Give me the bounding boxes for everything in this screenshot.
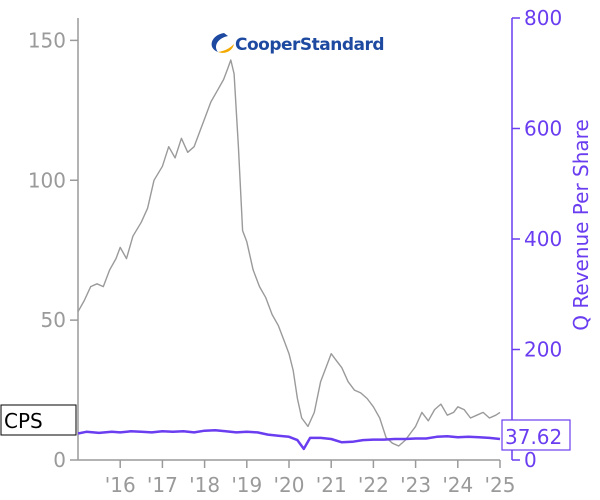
logo-swoosh-accent — [218, 44, 234, 53]
x-axis-tick-label: '17 — [147, 473, 178, 497]
x-axis-tick-label: '21 — [316, 473, 347, 497]
ticker-text: CPS — [4, 409, 43, 433]
x-axis-tick-label: '19 — [231, 473, 262, 497]
price-series-line — [77, 59, 501, 447]
last-value-label: 37.62 — [501, 419, 571, 451]
ticker-label: CPS — [0, 404, 77, 436]
right-axis-tick-label: 800 — [524, 6, 562, 30]
x-axis-tick-label: '23 — [400, 473, 431, 497]
left-axis-tick-label: 100 — [28, 168, 66, 192]
x-axis-tick-label: '22 — [358, 473, 389, 497]
last-value-text: 37.62 — [505, 425, 562, 449]
revenue-per-share-series-line — [77, 428, 501, 451]
right-axis-tick-label: 200 — [524, 338, 562, 362]
x-axis-tick-label: '24 — [442, 473, 473, 497]
left-axis-tick-label: 0 — [53, 448, 66, 472]
company-logo: CooperStandard — [211, 33, 385, 55]
logo-swoosh — [211, 33, 228, 52]
x-axis-tick-label: '18 — [189, 473, 220, 497]
right-axis-tick-label: 400 — [524, 227, 562, 251]
x-axis-tick-label: '20 — [274, 473, 305, 497]
right-axis-tick-label: 0 — [524, 448, 537, 472]
axes: 0 50 100 150 0 200 400 600 800 '16 '17 '18 '19 '20 '21… — [28, 6, 562, 497]
x-axis-tick-label: '25 — [485, 473, 516, 497]
right-axis-label: Q Revenue Per Share — [569, 119, 593, 331]
x-axis-tick-label: '16 — [105, 473, 136, 497]
left-axis-tick-label: 50 — [41, 308, 66, 332]
left-axis-tick-label: 150 — [28, 28, 66, 52]
logo-text: CooperStandard — [235, 35, 384, 55]
right-axis-tick-label: 600 — [524, 117, 562, 141]
